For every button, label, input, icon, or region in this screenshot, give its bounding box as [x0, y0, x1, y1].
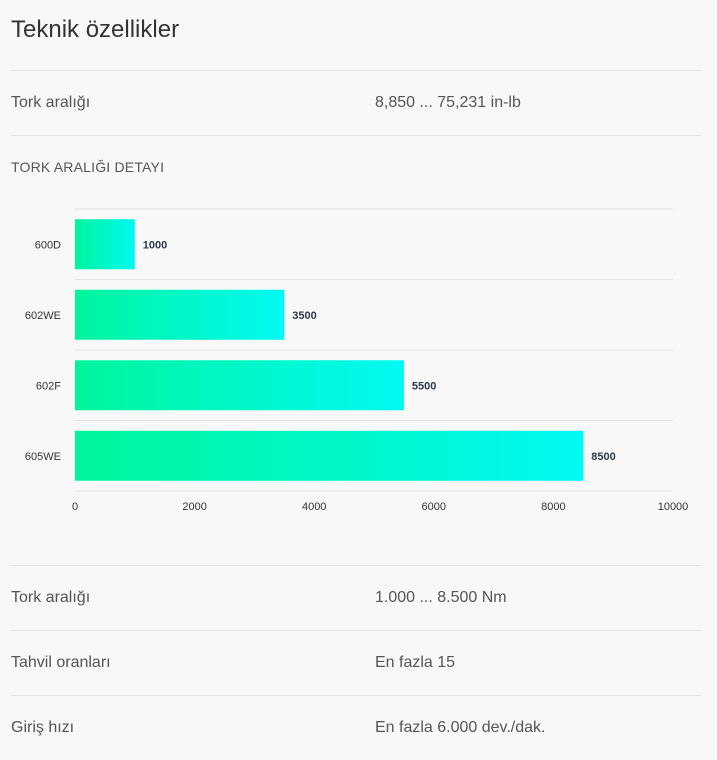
bar-602we	[75, 289, 285, 340]
x-tick-label: 0	[72, 501, 78, 513]
spec-value: En fazla 6.000 dev./dak.	[375, 719, 546, 736]
torque-bar-chart: 600D 1000 602WE 3500 602F 5500 605WE 8500 0 2000…	[25, 208, 689, 513]
spec-row-torque-range-inlb: Tork aralığı 8,850 ... 75,231 in-lb	[11, 71, 701, 135]
x-tick-label: 2000	[182, 501, 206, 513]
spec-value: 1.000 ... 8.500 Nm	[375, 589, 507, 606]
divider	[11, 695, 701, 696]
spec-row-gear-ratios: Tahvil oranları En fazla 15	[11, 631, 701, 695]
spec-row-input-speed: Giriş hızı En fazla 6.000 dev./dak.	[11, 696, 701, 760]
category-label: 600D	[35, 239, 61, 251]
value-label: 5500	[412, 380, 436, 392]
page-title: Teknik özellikler	[11, 16, 180, 43]
spec-label: Tork aralığı	[11, 589, 91, 606]
value-label: 1000	[143, 239, 167, 251]
divider	[11, 70, 701, 71]
section-heading: TORK ARALIĞI DETAYI	[11, 159, 165, 175]
bar-605we	[75, 430, 584, 481]
value-label: 8500	[591, 451, 615, 463]
spec-value: 8,850 ... 75,231 in-lb	[375, 94, 521, 111]
x-tick-label: 4000	[302, 501, 326, 513]
x-tick-label: 10000	[658, 501, 689, 513]
divider	[11, 630, 701, 631]
x-tick-label: 8000	[541, 501, 565, 513]
x-tick-label: 6000	[422, 501, 446, 513]
bar-602f	[75, 360, 404, 411]
spec-label: Tork aralığı	[11, 94, 91, 111]
category-label: 605WE	[25, 451, 61, 463]
spec-value: En fazla 15	[375, 654, 456, 671]
value-label: 3500	[292, 310, 316, 322]
divider	[11, 565, 701, 566]
spec-label: Tahvil oranları	[11, 654, 111, 671]
spec-label: Giriş hızı	[11, 719, 75, 736]
spec-row-torque-range-nm: Tork aralığı 1.000 ... 8.500 Nm	[11, 566, 701, 630]
divider	[11, 135, 701, 136]
bar-600d	[75, 219, 135, 270]
category-label: 602F	[36, 380, 61, 392]
category-label: 602WE	[25, 310, 61, 322]
